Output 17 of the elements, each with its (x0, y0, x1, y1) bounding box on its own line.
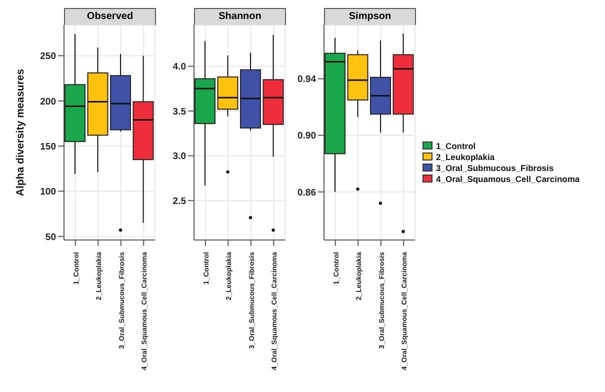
y-tick-label: 4.0 (172, 62, 186, 73)
legend-label: 4_Oral_Squamous_Cell_Carcinoma (436, 174, 580, 184)
y-tick-label: 3.5 (172, 106, 187, 118)
legend-label: 1_Control (436, 140, 476, 150)
y-tick-label: 3.0 (172, 151, 186, 162)
legend-label: 2_Leukoplakia (436, 152, 495, 162)
y-tick-label: 2.5 (172, 196, 187, 207)
legend-label: 3_Oral_Submucous_Fibrosis (436, 162, 554, 172)
y-axis-title: Alpha diversity measures (14, 68, 27, 196)
y-tick-label: 100 (40, 186, 56, 198)
y-tick-label: 50 (45, 232, 56, 243)
y-tick-label: 200 (40, 96, 56, 108)
y-tick-label: 250 (40, 51, 56, 62)
y-tick-label: 0.94 (298, 74, 317, 86)
y-tick-label: 0.86 (298, 187, 316, 198)
y-tick-label: 0.90 (298, 130, 316, 142)
y-tick-label: 150 (40, 141, 56, 152)
